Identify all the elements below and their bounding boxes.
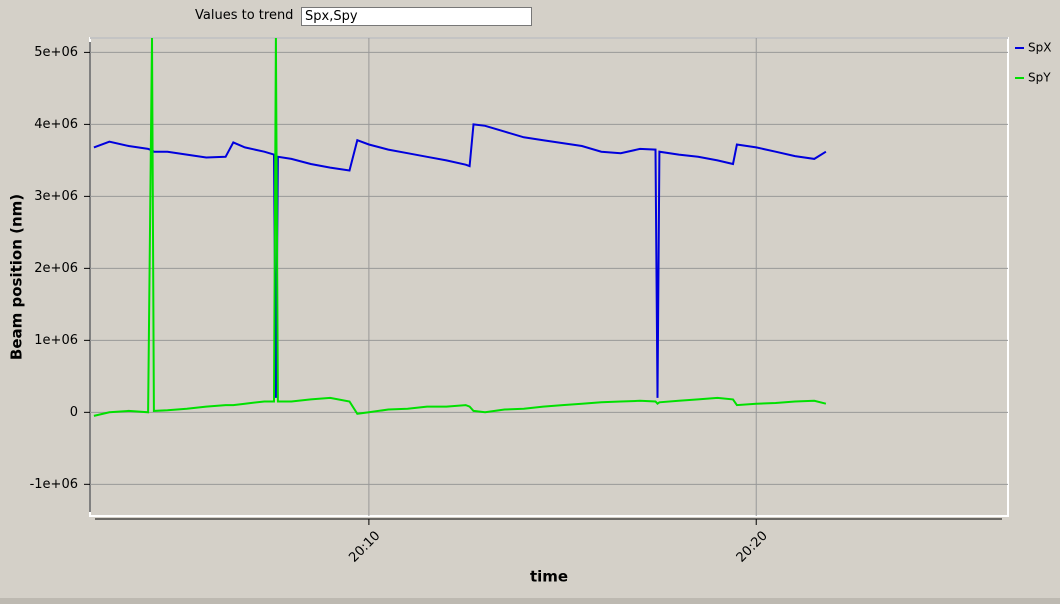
- y-tick-label: 4e+06: [34, 117, 78, 132]
- x-tick-label: 20:10: [346, 528, 383, 565]
- legend-label: SpY: [1028, 71, 1051, 85]
- x-axis-title: time: [530, 568, 568, 586]
- plot-area: [89, 37, 1009, 517]
- y-tick-label: 3e+06: [34, 189, 78, 204]
- y-tick-label: 5e+06: [34, 45, 78, 60]
- input-label: Values to trend: [195, 8, 294, 23]
- y-tick-label: -1e+06: [30, 477, 78, 492]
- legend-label: SpX: [1028, 41, 1051, 55]
- status-strip: [0, 598, 1060, 604]
- y-tick-label: 0: [70, 405, 78, 420]
- trend-input[interactable]: Spx,Spy: [301, 7, 532, 26]
- y-tick-label: 1e+06: [34, 333, 78, 348]
- series-line: [93, 123, 827, 398]
- y-axis-title: Beam position (nm): [8, 194, 26, 360]
- x-tick-label: 20:20: [734, 528, 771, 565]
- series-line: [93, 38, 827, 417]
- y-tick-label: 2e+06: [34, 261, 78, 276]
